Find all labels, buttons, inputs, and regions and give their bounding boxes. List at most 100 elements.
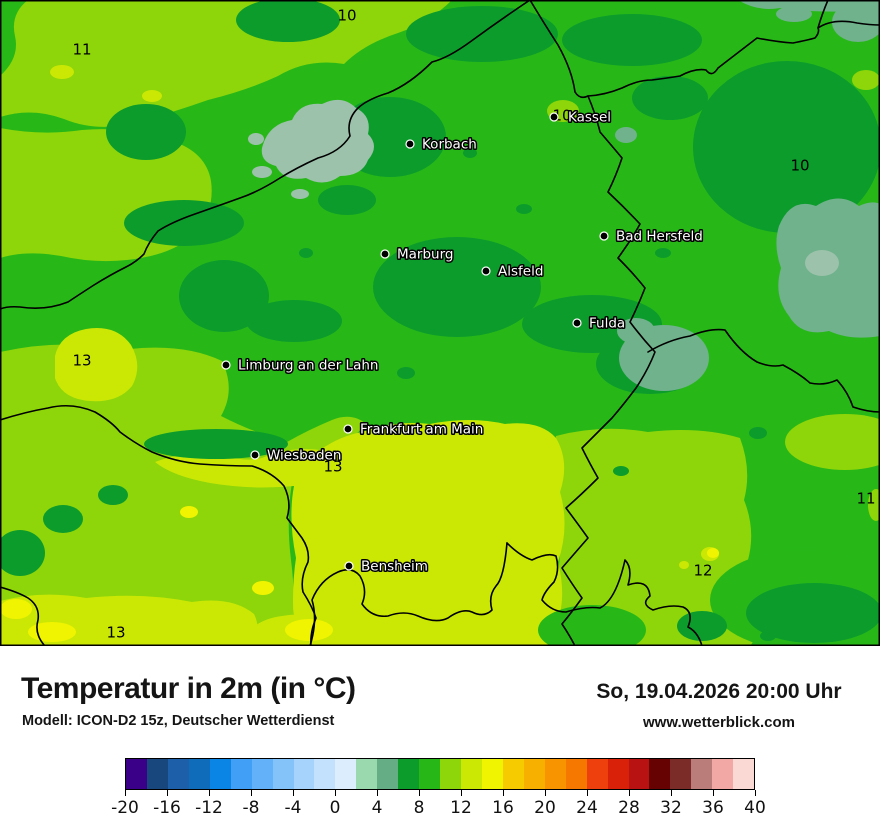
legend-tick (754, 790, 756, 796)
legend-segment (586, 759, 608, 789)
legend-segment (188, 759, 210, 789)
city-marker: Fulda (572, 314, 627, 333)
border-southeast (506, 542, 703, 646)
city-label: Kassel (568, 110, 611, 126)
city-marker: Marburg (380, 245, 455, 264)
legend-tick (250, 790, 252, 796)
legend-segment (209, 759, 231, 789)
temp-value-label: 10 (790, 157, 809, 175)
legend-tick (124, 790, 126, 796)
legend-segment (419, 759, 441, 789)
legend-tick-label: -4 (284, 798, 302, 818)
temperature-map: 11 10 10 10 13 13 11 12 13 Kassel Korbach Bad Hers… (0, 0, 880, 646)
border-west (0, 0, 531, 310)
forecast-datetime: So, 19.04.2026 20:00 Uhr (596, 680, 842, 703)
legend-tick-label: 8 (413, 798, 425, 818)
legend-segment (167, 759, 189, 789)
border-north (529, 0, 829, 99)
legend-tick (586, 790, 588, 796)
legend-tick-label: 28 (618, 798, 640, 818)
map-frame (0, 0, 880, 646)
city-dot (250, 450, 260, 460)
temp-value-label: 12 (693, 562, 712, 580)
city-dot (380, 249, 390, 259)
map-zone-14-16 (0, 506, 719, 642)
legend-tick-label: 24 (576, 798, 598, 818)
temp-value-label: 13 (106, 624, 125, 642)
legend-tick-label: -8 (242, 798, 260, 818)
legend-segment (272, 759, 294, 789)
legend-segment (146, 759, 168, 789)
legend-segment (293, 759, 315, 789)
city-label: Bad Hersfeld (616, 229, 703, 245)
legend-segment (670, 759, 692, 789)
legend-tick-label: 0 (329, 798, 341, 818)
legend-tick-label: 16 (492, 798, 514, 818)
legend-colorbar: -20 -16 -12 -8 -4 0 4 8 12 16 20 24 28 32 36 40 (111, 758, 766, 818)
legend-tick (376, 790, 378, 796)
city-dot (549, 112, 559, 122)
city-dot (344, 561, 354, 571)
legend-segment (565, 759, 587, 789)
state-border-lines (0, 0, 880, 646)
city-marker: Korbach (405, 135, 478, 154)
legend-segment (628, 759, 650, 789)
city-marker: Bad Hersfeld (599, 227, 704, 246)
legend-tick (460, 790, 462, 796)
legend-tick (502, 790, 504, 796)
legend-segment (481, 759, 503, 789)
city-marker: Wiesbaden (250, 446, 343, 465)
temp-value-label: 10 (337, 7, 356, 25)
map-zone-6-8 (0, 0, 880, 643)
city-marker: Frankfurt am Main (343, 420, 485, 439)
website-label: www.wetterblick.com (643, 714, 795, 731)
legend-tick-label: 4 (371, 798, 383, 818)
legend-tick-label: 36 (702, 798, 724, 818)
city-dot (405, 139, 415, 149)
temp-value-label: 11 (72, 41, 91, 59)
city-dot (481, 266, 491, 276)
legend-segment (335, 759, 357, 789)
legend-tick (544, 790, 546, 796)
legend-segment (398, 759, 420, 789)
legend-tick (166, 790, 168, 796)
legend-segment (691, 759, 713, 789)
legend-segment (230, 759, 252, 789)
model-info: Modell: ICON-D2 15z, Deutscher Wetterdie… (22, 713, 335, 729)
city-markers: Kassel Korbach Bad Hersfeld Marburg Alsfeld F… (221, 108, 704, 576)
city-dot (221, 360, 231, 370)
city-label: Marburg (397, 247, 453, 263)
city-label: Fulda (589, 316, 625, 332)
city-marker: Alsfeld (481, 262, 545, 281)
legend-tick-label: -12 (195, 798, 223, 818)
legend-segment (126, 759, 147, 789)
legend-tick-label: 40 (744, 798, 766, 818)
temp-value-label: 11 (856, 490, 875, 508)
legend-tick-label: 32 (660, 798, 682, 818)
city-marker: Bensheim (344, 557, 429, 576)
city-label: Korbach (422, 137, 477, 153)
city-label: Alsfeld (498, 264, 543, 280)
city-dot (599, 231, 609, 241)
border-south (309, 542, 508, 646)
legend-tick (628, 790, 630, 796)
legend-tick (208, 790, 210, 796)
legend-tick-label: 20 (534, 798, 556, 818)
legend-tick-label: -16 (153, 798, 181, 818)
border-southwest-corner (0, 586, 46, 646)
border-east-branch (647, 328, 880, 413)
temp-value-label: 13 (323, 458, 342, 476)
legend-tick (712, 790, 714, 796)
city-label: Limburg an der Lahn (238, 358, 378, 374)
city-marker: Kassel (549, 108, 613, 127)
city-label: Frankfurt am Main (360, 422, 483, 438)
legend-segment (733, 759, 755, 789)
city-marker: Limburg an der Lahn (221, 356, 380, 375)
map-zone-2-4 (248, 99, 839, 276)
legend-segment (502, 759, 524, 789)
legend-segment (544, 759, 566, 789)
page-title: Temperatur in 2m (in °C) (21, 672, 356, 705)
legend-tick-label: 12 (450, 798, 472, 818)
